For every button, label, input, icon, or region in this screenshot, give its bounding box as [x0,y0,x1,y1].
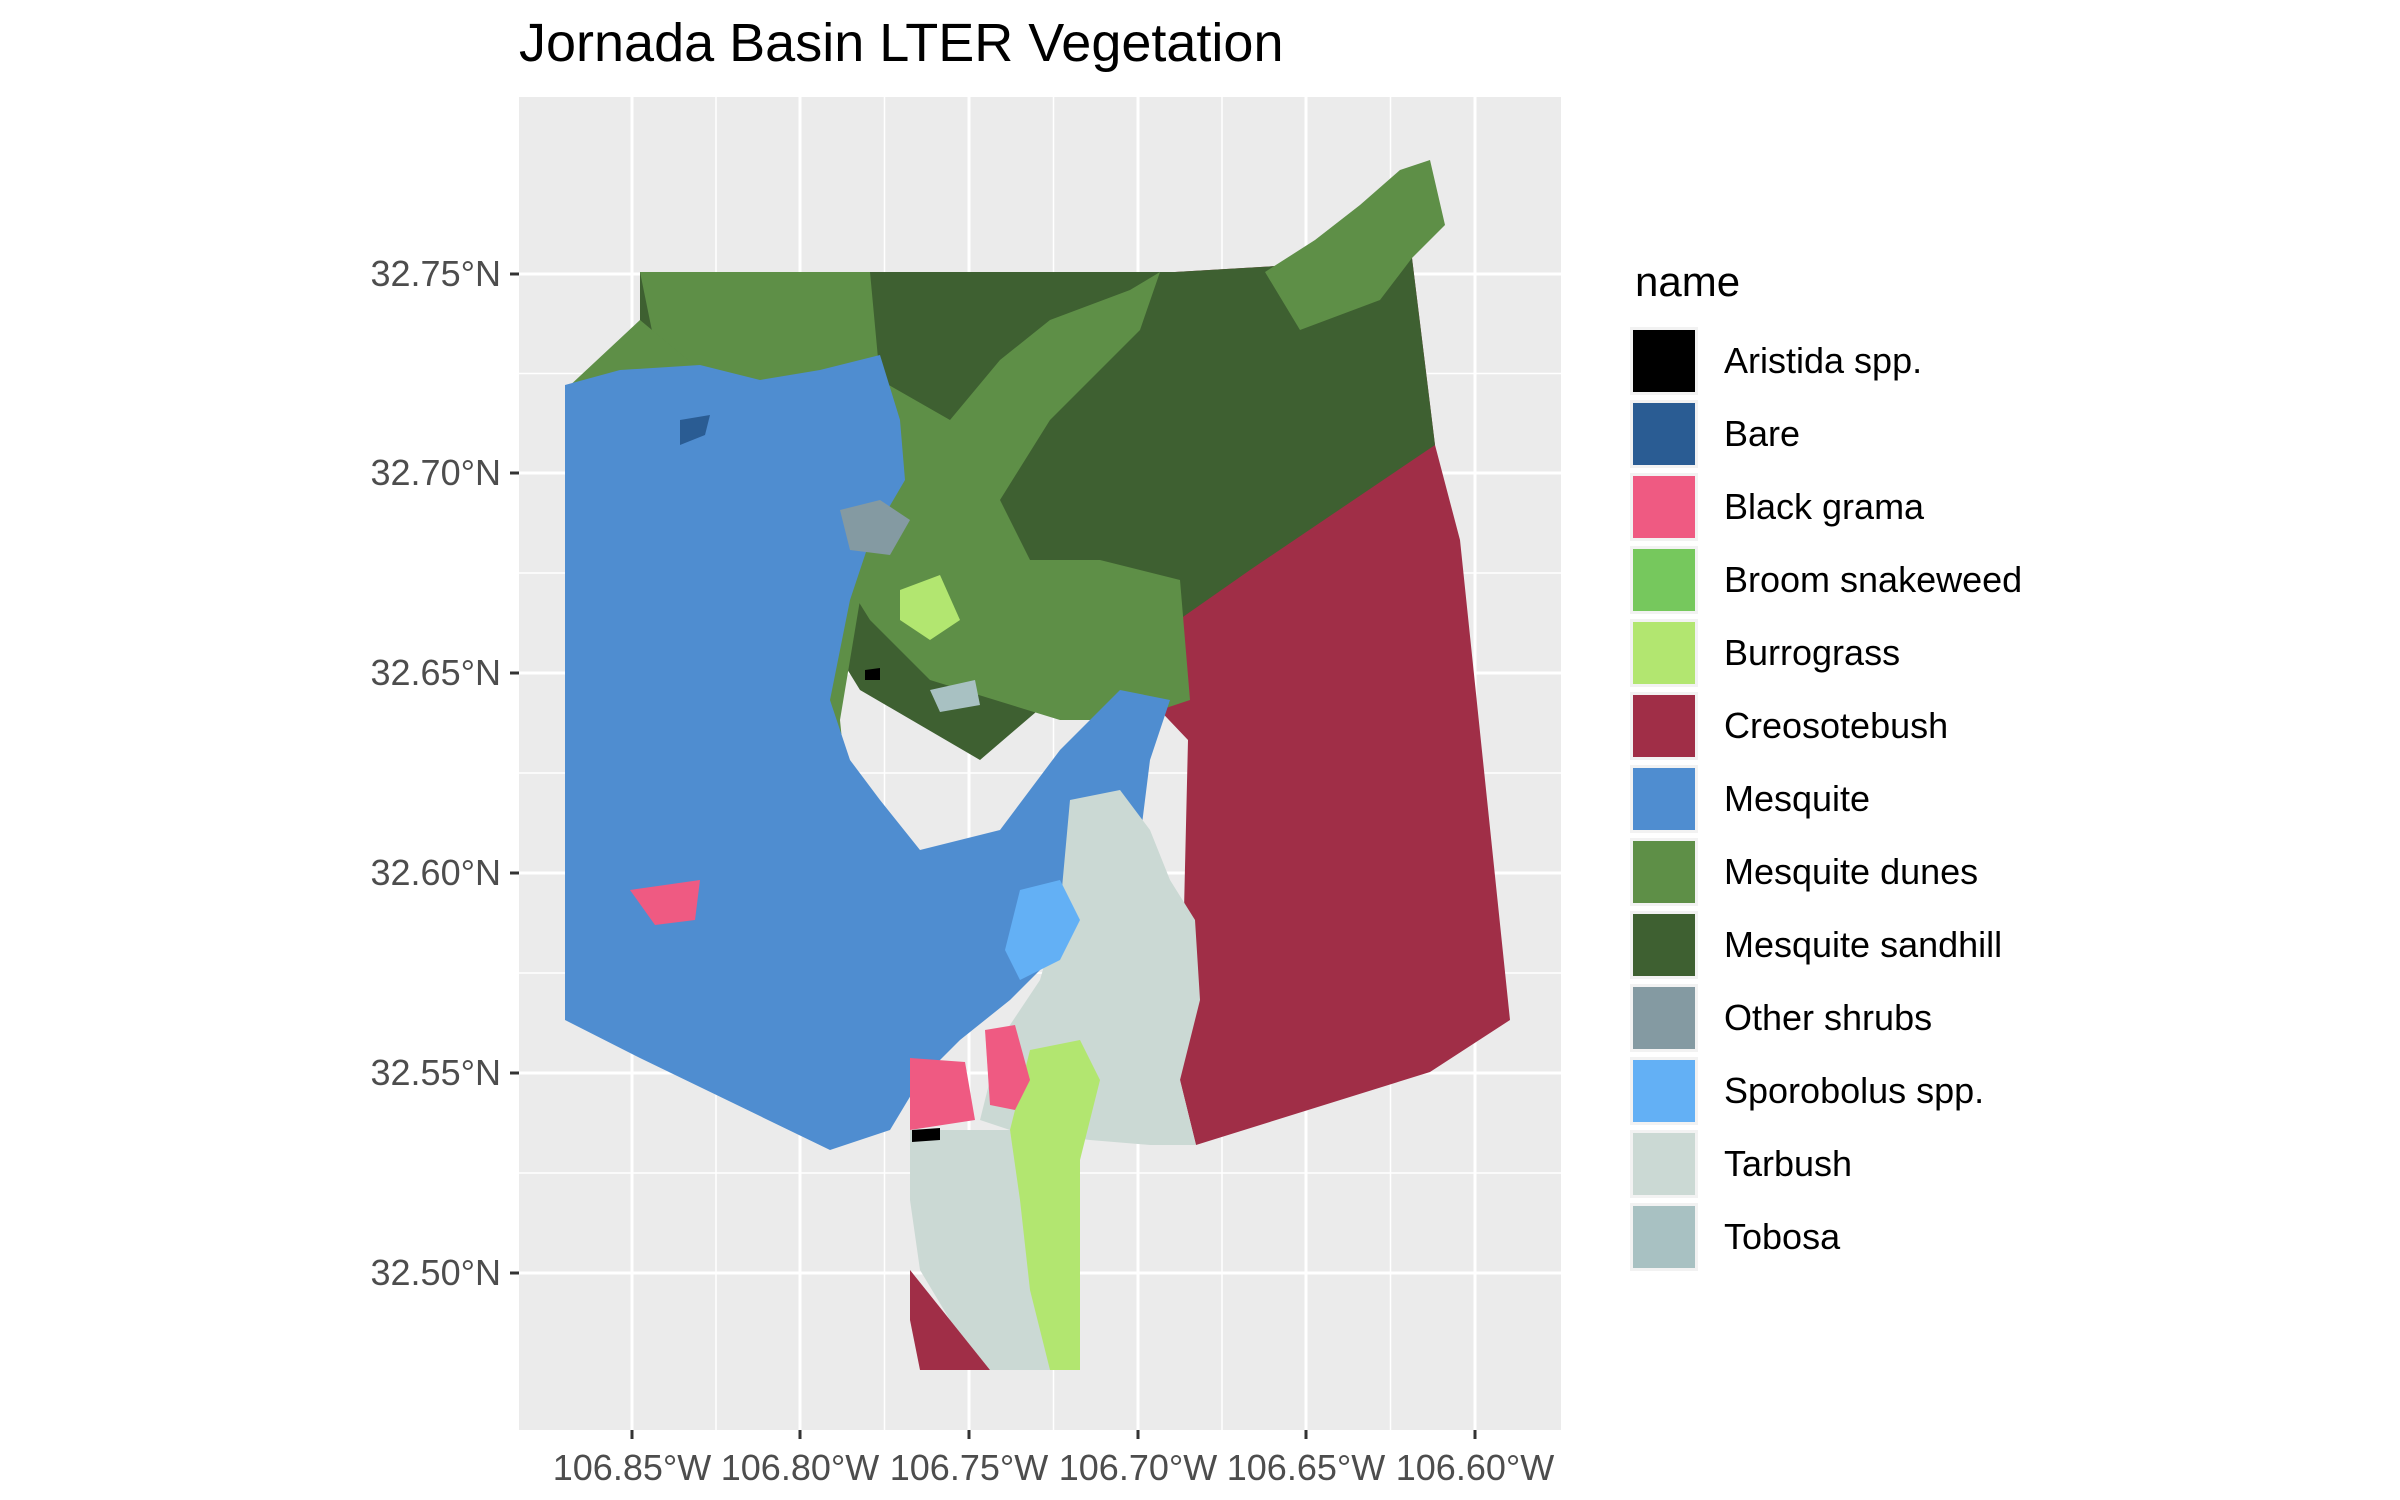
legend-item: Mesquite [1630,762,2022,835]
legend-swatch [1630,618,1698,687]
legend-label: Creosotebush [1724,704,1949,746]
y-tick-label: 32.70°N [371,452,501,493]
x-tick-label: 106.65°W [1227,1447,1386,1488]
legend-item: Tobosa [1630,1200,2022,1273]
plot-title: Jornada Basin LTER Vegetation [519,13,1284,73]
region-sporobolus [1005,880,1080,980]
legend-swatch [1630,545,1698,614]
legend-label: Mesquite [1724,777,1871,819]
legend-label: Mesquite dunes [1724,850,1979,892]
region-black-grama-south [910,1058,975,1130]
legend-item: Mesquite dunes [1630,835,2022,908]
region-tarbush-south [910,1130,1060,1370]
legend-swatch [1630,764,1698,833]
y-tick-label: 32.65°N [371,652,501,693]
legend-item: Other shrubs [1630,981,2022,1054]
legend-item: Sporobolus spp. [1630,1054,2022,1127]
x-tick-label: 106.75°W [890,1447,1049,1488]
legend-label: Sporobolus spp. [1724,1069,1985,1111]
legend-title: name [1635,258,1741,305]
legend-swatch [1630,910,1698,979]
x-tick-label: 106.70°W [1059,1447,1218,1488]
region-burrograss [900,575,960,640]
x-axis: 106.85°W 106.80°W 106.75°W 106.70°W 106.65°W… [553,1430,1555,1488]
region-tobosa [930,680,980,712]
legend-item: Broom snakeweed [1630,543,2022,616]
legend-item: Mesquite sandhill [1630,908,2022,981]
legend-label: Tarbush [1724,1142,1853,1184]
legend-item: Black grama [1630,470,2022,543]
legend-swatch [1630,326,1698,395]
legend-item: Bare [1630,397,2022,470]
legend-item: Creosotebush [1630,689,2022,762]
y-tick-label: 32.55°N [371,1052,501,1093]
region-burrograss-south [1010,1040,1100,1370]
legend-swatch [1630,1202,1698,1271]
legend-swatch [1630,983,1698,1052]
legend-swatch [1630,399,1698,468]
legend-swatch [1630,837,1698,906]
legend-label: Other shrubs [1724,996,1933,1038]
legend-item: Aristida spp. [1630,324,2022,397]
region-aristida [912,1128,940,1142]
legend-swatch [1630,1129,1698,1198]
region-other-shrubs [840,500,910,555]
legend-label: Bare [1724,412,1801,454]
legend-label: Mesquite sandhill [1724,923,2003,965]
x-tick-label: 106.60°W [1396,1447,1555,1488]
y-tick-label: 32.75°N [371,253,501,294]
legend-label: Burrograss [1724,631,1901,673]
legend-label: Black grama [1724,485,1925,527]
legend-label: Broom snakeweed [1724,558,2023,600]
legend-item: Tarbush [1630,1127,2022,1200]
legend-item: Burrograss [1630,616,2022,689]
legend-swatch [1630,472,1698,541]
legend-label: Aristida spp. [1724,339,1923,381]
legend-items: Aristida spp. Bare Black grama Broom snakew… [1630,324,2022,1273]
x-tick-label: 106.80°W [721,1447,880,1488]
vegetation-map [565,160,1510,1370]
region-mesquite-dunes-ne [1265,160,1445,330]
y-axis: 32.75°N 32.70°N 32.65°N 32.60°N 32.55°N 32.50… [371,253,519,1293]
y-tick-label: 32.50°N [371,1252,501,1293]
region-creosotebush-south [910,1270,990,1370]
legend-label: Tobosa [1724,1215,1841,1257]
legend: name Aristida spp. Bare Black grama Broom s… [1630,258,2022,1273]
region-black-grama-west [630,880,700,925]
x-tick-label: 106.85°W [553,1447,712,1488]
legend-swatch [1630,1056,1698,1125]
region-bare [680,415,710,445]
legend-swatch [1630,691,1698,760]
region-black-grama-2 [985,1025,1030,1110]
y-tick-label: 32.60°N [371,852,501,893]
region-aristida-2 [865,668,880,680]
